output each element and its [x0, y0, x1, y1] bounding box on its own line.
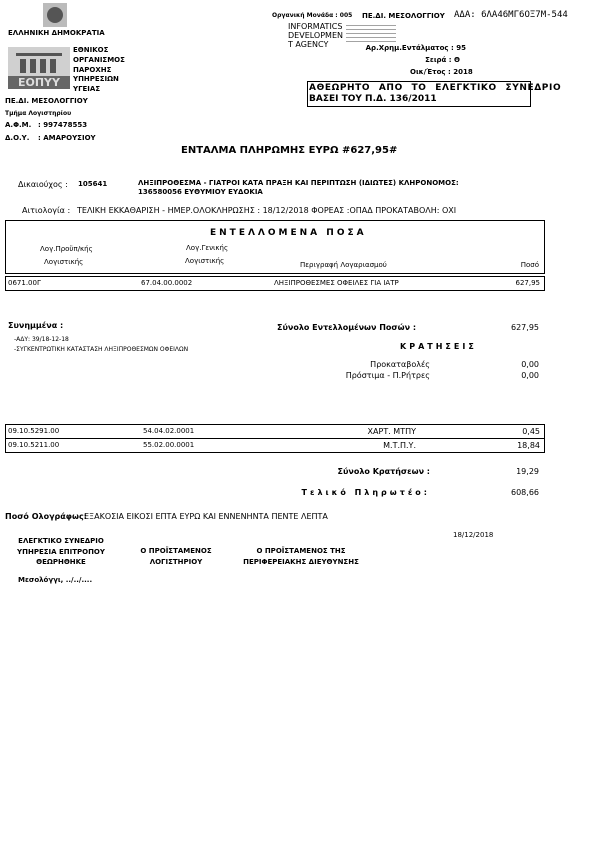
beneficiary-name: ΛΗΞΙΠΡΟΘΕΣΜΑ - ΓΙΑΤΡΟΙ ΚΑΤΑ ΠΡΑΞΗ ΚΑΙ ΠΕ… — [138, 179, 459, 187]
country-name: ΕΛΛΗΝΙΚΗ ΔΗΜΟΚΡΑΤΙΑ — [8, 29, 105, 37]
row-general: 67.04.00.0002 — [141, 279, 193, 287]
agency-fine-print — [346, 25, 396, 42]
reason-label: Αιτιολογία : — [22, 206, 71, 215]
table-row: 0671.00Γ 67.04.00.0002 ΛΗΞΙΠΡΟΘΕΣΜΕΣ ΟΦΕ… — [5, 276, 545, 291]
agency-line: DEVELOPMEN — [288, 31, 343, 40]
final-payable-label: Τελικό Πληρωτέο: — [301, 488, 430, 497]
ordered-total-label: Σύνολο Εντελλομένων Ποσών : — [277, 323, 417, 332]
deductions-total-label: Σύνολο Κρατήσεων : — [337, 467, 430, 476]
doy-label: Δ.Ο.Υ. — [5, 134, 30, 142]
amounts-title: ΕΝΤΕΛΛΟΜΕΝΑ ΠΟΣΑ — [210, 228, 367, 238]
col-general: Λογιστικής — [185, 257, 225, 265]
attachment-item: -ΣΥΓΚΕΝΤΡΩΤΙΚΗ ΚΑΤΑΣΤΑΣΗ ΛΗΞΙΠΡΟΘΕΣΜΩΝ Ο… — [14, 346, 189, 353]
row-description: ΧΑΡΤ. ΜΤΠΥ — [367, 427, 416, 436]
org-line: ΠΑΡΟΧΗΣ — [73, 66, 112, 74]
audit-line: ΕΛΕΓΚΤΙΚΟ ΣΥΝΕΔΡΙΟ — [18, 537, 104, 545]
attachment-item: -ΑΔΥ: 39/18-12-18 — [14, 336, 69, 343]
row-description: ΛΗΞΙΠΡΟΘΕΣΜΕΣ ΟΦΕΙΛΕΣ ΓΙΑ ΙΑΤΡ — [274, 279, 399, 287]
regional-line: Ο ΠΡΟΪΣΤΑΜΕΝΟΣ ΤΗΣ — [256, 547, 346, 555]
org-unit: Οργανική Μονάδα : 005 — [272, 12, 353, 19]
afm-label: Α.Φ.Μ. — [5, 121, 32, 129]
unit-name: ΠΕ.ΔΙ. ΜΕΣΟΛΟΓΓΙΟΥ — [5, 97, 88, 105]
ordered-total-value: 627,95 — [511, 323, 539, 332]
col-description: Περιγραφή Λογαριασμού — [300, 261, 387, 269]
row-budget: 09.10.5211.00 — [8, 441, 60, 449]
doy-value: : ΑΜΑΡΟΥΣΙΟΥ — [38, 134, 96, 142]
accounting-signature: Ο ΠΡΟΪΣΤΑΜΕΝΟΣ ΛΟΓΙΣΤΗΡΙΟΥ — [131, 546, 221, 568]
beneficiary-code: 105641 — [78, 180, 108, 188]
regional-signature: Ο ΠΡΟΪΣΤΑΜΕΝΟΣ ΤΗΣ ΠΕΡΙΦΕΡΕΙΑΚΗΣ ΔΙΕΥΘΥΝ… — [226, 546, 376, 568]
row-description: Μ.Τ.Π.Υ. — [383, 441, 416, 450]
audit-notice-box: ΑΘΕΩΡΗΤΟ ΑΠΟ ΤΟ ΕΛΕΓΚΤΙΚΟ ΣΥΝΕΔΡΙΟ ΒΑΣΕΙ… — [307, 81, 561, 107]
col-budget: Λογιστικής — [44, 258, 84, 266]
notice-line: ΒΑΣΕΙ ΤΟΥ Π.Δ. 136/2011 — [309, 94, 437, 104]
accounting-line: ΛΟΓΙΣΤΗΡΙΟΥ — [149, 558, 203, 566]
reason-text: ΤΕΛΙΚΗ ΕΚΚΑΘΑΡΙΣΗ - ΗΜΕΡ.ΟΛΟΚΛΗΡΩΣΗΣ : 1… — [77, 206, 457, 215]
row-general: 55.02.00.0001 — [143, 441, 195, 449]
row-amount: 18,84 — [517, 441, 540, 450]
penalties-label: Πρόστιμα - Π.Ρήτρες — [345, 371, 430, 380]
regional-line: ΠΕΡΙΦΕΡΕΙΑΚΗΣ ΔΙΕΥΘΥΝΣΗΣ — [243, 558, 359, 566]
beneficiary-label: Δικαιούχος : — [18, 180, 68, 189]
beneficiary-name-2: 136580056 ΕΥΘΥΜΙΟΥ ΕΥΔΟΚΙΑ — [138, 188, 263, 196]
org-line: ΟΡΓΑΝΙΣΜΟΣ — [73, 56, 125, 64]
row-budget: 0671.00Γ — [8, 279, 41, 287]
accounting-line: Ο ΠΡΟΪΣΤΑΜΕΝΟΣ — [140, 547, 212, 555]
signature-date: 18/12/2018 — [453, 531, 494, 539]
warrant-number: Αρ.Χρημ.Εντάλματος : 95 — [365, 44, 466, 52]
col-budget: Λογ.Προϋπ/κής — [40, 245, 93, 253]
final-payable-value: 608,66 — [511, 488, 539, 497]
place-date: Μεσολόγγι, ../../.... — [18, 576, 93, 584]
agency-line: T AGENCY — [288, 40, 329, 49]
advances-value: 0,00 — [521, 360, 539, 369]
series: Σειρά : Θ — [425, 56, 460, 64]
org-line: ΕΘΝΙΚΟΣ — [73, 46, 109, 54]
row-amount: 0,45 — [522, 427, 540, 436]
penalties-value: 0,00 — [521, 371, 539, 380]
attachments-label: Συνημμένα : — [8, 321, 64, 330]
deductions-title: ΚΡΑΤΗΣΕΙΣ — [400, 342, 477, 351]
deductions-total-value: 19,29 — [516, 467, 539, 476]
audit-line: ΥΠΗΡΕΣΙΑ ΕΠΙΤΡΟΠΟΥ — [17, 547, 105, 556]
audit-signature: ΕΛΕΓΚΤΙΚΟ ΣΥΝΕΔΡΙΟ ΥΠΗΡΕΣΙΑ ΕΠΙΤΡΟΠΟΥ ΘΕ… — [16, 536, 106, 568]
ada-code: ΑΔΑ: 6ΛΑ46ΜΓ6ΟΞ7Μ-544 — [454, 10, 568, 20]
org-unit-name: ΠΕ.ΔΙ. ΜΕΣΟΛΟΓΓΙΟΥ — [362, 12, 445, 20]
col-general: Λογ.Γενικής — [186, 244, 229, 252]
amounts-header-box — [5, 220, 545, 274]
greek-emblem-icon — [43, 3, 67, 27]
page-title: ΕΝΤΑΛΜΑ ΠΛΗΡΩΜΗΣ ΕΥΡΩ #627,95# — [181, 145, 398, 156]
amount-in-words-label: Ποσό Ολογράφως: — [5, 512, 87, 521]
deduction-row: 09.10.5291.00 54.04.02.0001 ΧΑΡΤ. ΜΤΠΥ 0… — [5, 424, 545, 439]
audit-line: ΘΕΩΡΗΘΗΚΕ — [36, 558, 86, 566]
fiscal-year: Οικ/Έτος : 2018 — [410, 68, 473, 76]
advances-label: Προκαταβολές — [370, 360, 430, 369]
department: Τμήμα Λογιστηρίου — [5, 110, 72, 117]
row-general: 54.04.02.0001 — [143, 427, 195, 435]
row-amount: 627,95 — [515, 279, 541, 287]
deduction-row: 09.10.5211.00 55.02.00.0001 Μ.Τ.Π.Υ. 18,… — [5, 438, 545, 453]
agency-line: INFORMATICS — [288, 22, 343, 31]
org-line: ΥΠΗΡΕΣΙΩΝ — [73, 75, 119, 83]
eopyy-logo: ΕΟΠΥΥ — [8, 47, 70, 89]
org-line: ΥΓΕΙΑΣ — [73, 85, 101, 93]
amount-in-words: ΕΞΑΚΟΣΙΑ ΕΙΚΟΣΙ ΕΠΤΑ ΕΥΡΩ ΚΑΙ ΕΝΝΕΝΗΝΤΑ … — [84, 512, 328, 521]
row-budget: 09.10.5291.00 — [8, 427, 60, 435]
afm-value: : 997478553 — [38, 121, 88, 129]
col-amount: Ποσό — [520, 261, 539, 269]
notice-line: ΑΘΕΩΡΗΤΟ ΑΠΟ ΤΟ ΕΛΕΓΚΤΙΚΟ ΣΥΝΕΔΡΙΟ — [309, 83, 562, 93]
